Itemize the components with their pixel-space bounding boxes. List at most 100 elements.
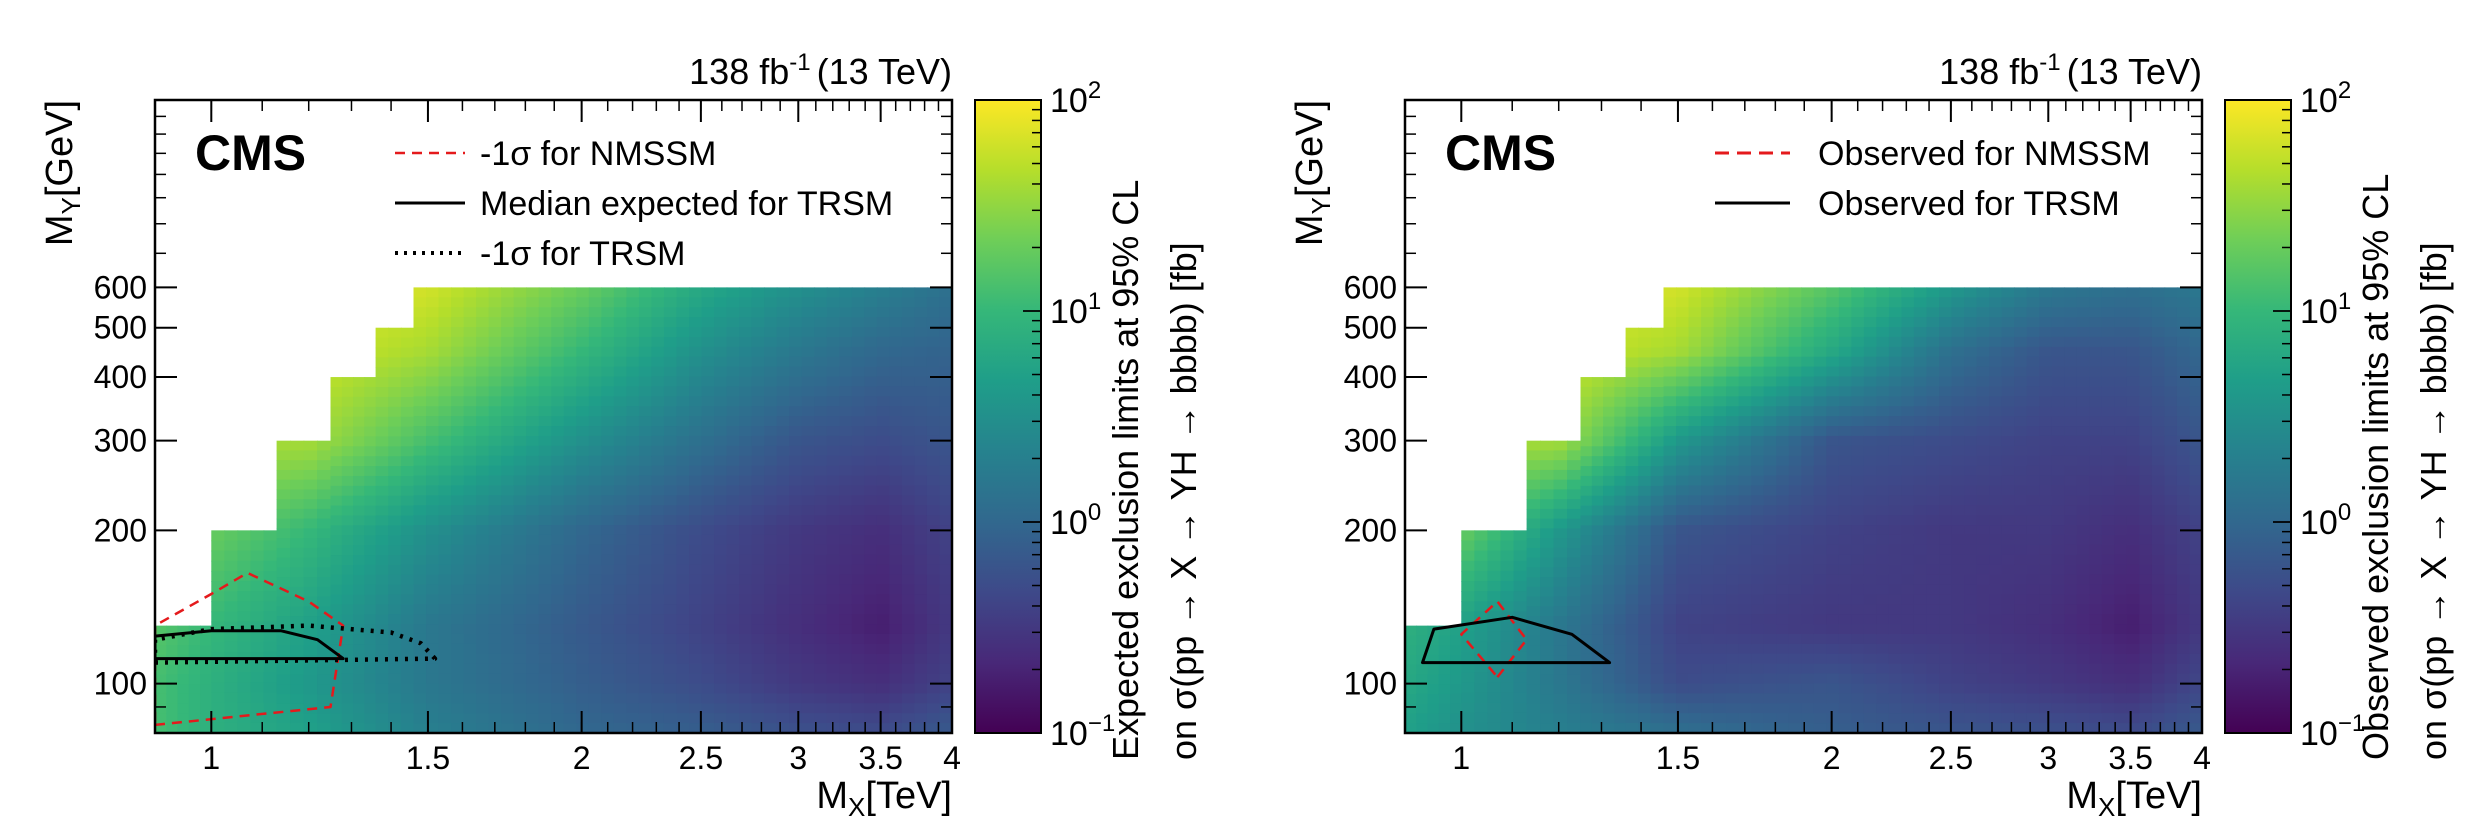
heatmap-cell [1801, 475, 1815, 487]
heatmap-cell [1500, 692, 1515, 704]
heatmap-cell [1801, 515, 1815, 526]
heatmap-cell [1939, 356, 1953, 368]
heatmap-cell [739, 426, 753, 437]
heatmap-cell [501, 564, 515, 576]
heatmap-cell [2151, 594, 2166, 606]
heatmap-cell [663, 336, 678, 348]
heatmap-cell [353, 545, 366, 556]
heatmap-cell [2139, 475, 2153, 487]
heatmap-cell [2039, 386, 2053, 398]
heatmap-cell [526, 515, 540, 526]
heatmap-cell [601, 406, 615, 417]
heatmap-cell [2051, 653, 2066, 665]
heatmap-cell [676, 386, 690, 398]
heatmap-cell [1405, 723, 1418, 733]
heatmap-cell [451, 515, 465, 526]
heatmap-cell [839, 416, 853, 427]
heatmap-cell [2039, 723, 2053, 733]
heatmap-cell [1901, 396, 1915, 408]
y-tick-label: 500 [94, 310, 147, 346]
heatmap-cell [2039, 614, 2053, 625]
heatmap-cell [1461, 601, 1476, 613]
heatmap-cell [839, 346, 853, 358]
heatmap-cell [2064, 307, 2078, 318]
heatmap-cell [1738, 604, 1752, 615]
heatmap-cell [2064, 376, 2078, 388]
heatmap-cell [2014, 406, 2028, 417]
heatmap-cell [1989, 416, 2003, 427]
heatmap-cell [538, 396, 553, 408]
heatmap-cell [375, 683, 390, 695]
heatmap-cell [476, 703, 490, 714]
heatmap-cell [651, 416, 665, 427]
heatmap-cell [1701, 416, 1715, 427]
heatmap-cell [851, 505, 866, 516]
heatmap-cell [426, 594, 440, 606]
y-tick-label: 400 [94, 359, 147, 395]
heatmap-cell [1650, 377, 1665, 388]
heatmap-cell [1888, 366, 1903, 378]
heatmap-cell [2014, 396, 2028, 408]
heatmap-cell [1913, 564, 1928, 576]
heatmap-cell [1876, 346, 1890, 358]
heatmap-cell [438, 396, 452, 408]
heatmap-cell [826, 297, 841, 308]
heatmap-cell [1726, 633, 1740, 645]
heatmap-cell [1751, 416, 1765, 427]
heatmap-cell [1776, 336, 1790, 348]
heatmap-cell [1751, 336, 1765, 348]
heatmap-cell [626, 525, 640, 536]
heatmap-cell [1926, 703, 1940, 714]
heatmap-cell [364, 574, 377, 586]
heatmap-cell [1913, 584, 1928, 596]
heatmap-cell [2051, 406, 2066, 417]
heatmap-cell [764, 327, 778, 338]
heatmap-cell [764, 643, 778, 655]
heatmap-cell [613, 356, 628, 368]
heatmap-cell [476, 495, 490, 507]
heatmap-cell [876, 386, 891, 398]
heatmap-cell [1663, 287, 1677, 299]
heatmap-cell [651, 713, 665, 724]
heatmap-cell [1625, 387, 1640, 398]
heatmap-cell [341, 426, 354, 438]
heatmap-cell [1526, 674, 1541, 686]
heatmap-cell [1713, 525, 1727, 536]
heatmap-cell [1863, 336, 1878, 348]
heatmap-cell [638, 683, 653, 695]
heatmap-cell [1913, 495, 1928, 507]
heatmap-cell [663, 327, 678, 338]
heatmap-cell [1788, 515, 1803, 526]
heatmap-cell [2151, 515, 2166, 526]
heatmap-cell [330, 634, 343, 645]
heatmap-cell [2114, 693, 2128, 705]
heatmap-cell [1901, 653, 1915, 665]
heatmap-cell [1614, 475, 1627, 487]
heatmap-cell [588, 455, 603, 467]
heatmap-cell [353, 525, 366, 537]
heatmap-cell [1801, 435, 1815, 447]
heatmap-cell [426, 643, 440, 655]
heatmap-cell [2101, 327, 2116, 338]
heatmap-cell [889, 564, 903, 576]
heatmap-cell [1863, 416, 1878, 427]
heatmap-cell [2039, 703, 2053, 714]
heatmap-cell [939, 653, 952, 665]
heatmap-cell [1826, 604, 1840, 615]
heatmap-cell [2101, 584, 2116, 596]
heatmap-cell [1826, 307, 1840, 318]
heatmap-cell [1427, 654, 1440, 666]
heatmap-cell [1614, 456, 1627, 467]
heatmap-cell [588, 475, 603, 487]
heatmap-cell [1838, 416, 1853, 427]
heatmap-cell [513, 544, 527, 556]
heatmap-cell [211, 662, 226, 673]
heatmap-cell [926, 406, 941, 417]
heatmap-cell [341, 505, 354, 517]
heatmap-cell [388, 594, 402, 606]
heatmap-cell [1638, 614, 1652, 626]
heatmap-cell [2114, 554, 2128, 566]
heatmap-cell [526, 287, 540, 299]
heatmap-cell [1913, 396, 1928, 408]
heatmap-cell [451, 396, 465, 408]
